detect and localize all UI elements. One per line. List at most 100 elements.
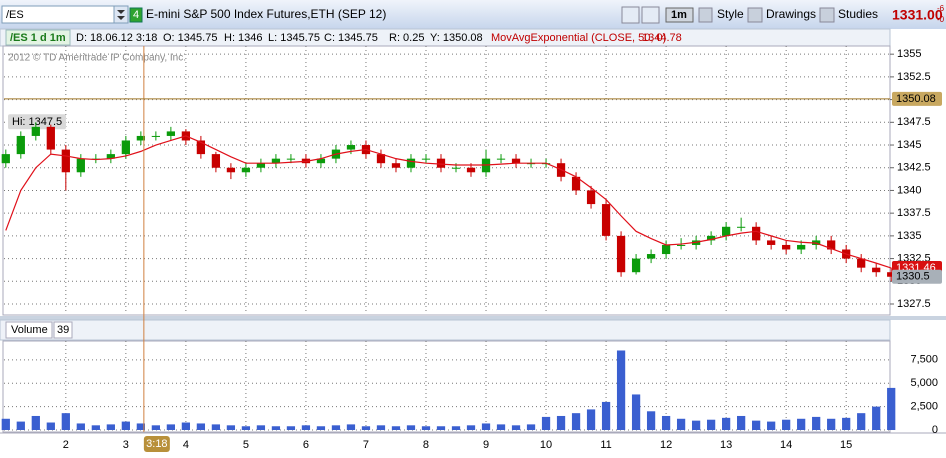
candle-body [76,158,85,173]
volume-bar [181,422,191,430]
candle-body [151,135,160,137]
tool-button[interactable] [819,7,835,23]
info-high: H: 1346 [224,32,263,44]
volume-bar [241,426,251,430]
volume-bar [646,411,656,430]
studies-button[interactable]: Studies [838,7,878,21]
candle-body [646,254,656,259]
x-tick-label: 14 [780,439,792,451]
volume-bar [872,406,881,430]
high-label-box [8,114,66,130]
volume-bar [451,426,461,430]
y-tick-label: 1352.5 [897,71,931,83]
tool-button[interactable] [747,7,763,23]
tool-button[interactable] [641,6,660,24]
volume-bar [271,426,281,430]
volume-bar [511,425,521,430]
candle-body [706,235,716,241]
candle-body [782,244,791,250]
info-low: L: 1345.75 [268,32,320,44]
volume-bar [496,424,506,430]
candle-body [421,158,431,160]
symbol-label: /ES 1 d 1m [10,32,66,44]
volume-bar [301,425,311,430]
link: 4 [133,9,139,21]
link-box[interactable] [129,7,143,23]
y-tick-label: 1342.5 [897,162,931,174]
x-tick-label: 2 [63,439,69,451]
x-tick-label: 11 [600,439,611,451]
candle-body [752,226,761,241]
candle-body [586,190,596,205]
volume-bar [31,415,40,430]
candle-body [797,244,806,250]
volume-bar [752,420,761,430]
tool-button[interactable] [698,7,713,23]
candle-body [406,158,416,168]
volume-bar [121,421,130,430]
volume-bar [706,419,716,430]
x-tick-label: 7 [363,439,369,451]
study-value: 1344.78 [642,32,682,44]
last-price-label: 1330.5 [896,271,930,283]
info-date: D: 18.06.12 3:18 [76,32,157,44]
candle-body [196,140,206,155]
x-tick-label: 3 [123,439,129,451]
candle-body [271,158,281,164]
y-tick-label: 1327.5 [897,298,931,310]
volume-bar [661,415,671,430]
candle-body [436,158,446,168]
splitter [0,316,946,320]
volume-title: Volume [11,324,48,336]
candle-body [676,244,686,246]
volume-value-box [53,321,73,339]
y-tick-label: 1340 [897,184,921,196]
volume-value: 39 [57,324,69,336]
volume-bar [406,425,416,430]
volume-bar [376,425,386,430]
volume-bar [827,418,836,430]
x-tick-label: 10 [540,439,552,451]
volume-bar [556,415,566,430]
volume-bar [91,425,100,430]
x-tick-label: 13 [720,439,732,451]
x-tick-label: 5 [243,439,249,451]
volume-bar [767,421,776,430]
candle-body [661,244,671,255]
candle-body [496,158,506,160]
style-button[interactable]: Style [717,7,744,21]
candle-body [511,158,521,164]
x-tick-label: 15 [840,439,852,451]
candle-body [872,267,881,273]
volume-bar [842,417,851,430]
candle-body [827,240,836,250]
change: -6 [937,4,945,13]
volume-bar [76,423,85,430]
volume-bar [586,409,596,430]
candle-body [1,154,10,164]
symbol-dropdown[interactable] [113,5,129,24]
x-tick-label: 8 [423,439,429,451]
volume-bar [316,426,326,430]
y-tick-label: 1347.5 [897,116,931,128]
volume-bar [616,350,626,430]
interval-button[interactable] [665,7,694,23]
cursor-x-label: 3:18 [146,438,167,450]
volume-bar [466,425,476,430]
y-tick-label: 2,500 [910,401,938,413]
volume-bar [436,426,446,430]
candle-body [391,163,401,168]
tool-button[interactable] [621,6,640,24]
candle-body [46,126,55,150]
info-open: O: 1345.75 [163,32,217,44]
drawings-button[interactable]: Drawings [766,7,816,21]
volume-bar [211,424,221,430]
volume-bar [361,426,371,430]
volume-bar [61,413,70,430]
cursor-x-box [143,436,170,452]
volume-bar [106,424,115,430]
volume-bar [166,424,176,430]
cursor-y-label: 1350.08 [896,93,936,105]
